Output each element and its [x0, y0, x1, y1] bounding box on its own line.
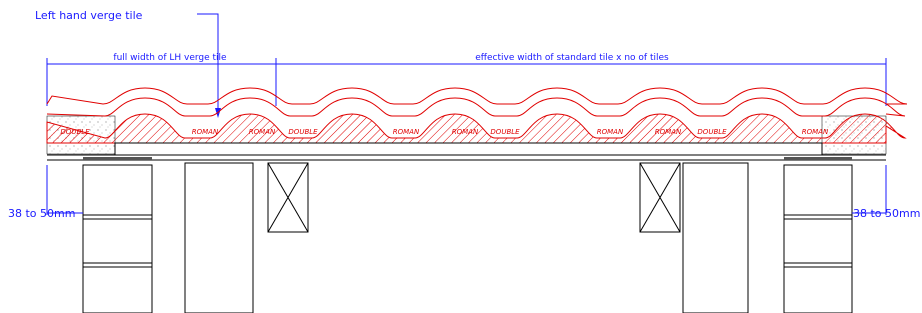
tile-label: ROMAN — [192, 128, 219, 136]
full-width-label: full width of LH verge tile — [113, 53, 227, 63]
gap-right-label: 38 to 50mm — [853, 207, 920, 220]
wall-left — [83, 165, 152, 313]
tile-label: ROMAN — [452, 128, 479, 136]
purlin-right — [640, 163, 680, 232]
leader-line — [197, 14, 218, 116]
batten — [115, 143, 822, 155]
tile-label: DOUBLE — [288, 128, 318, 136]
dpc — [784, 157, 852, 160]
effective-width-label: effective width of standard tile x no of… — [475, 53, 669, 63]
post — [185, 163, 253, 313]
tile-label: ROMAN — [249, 128, 276, 136]
tile-label: DOUBLE — [697, 128, 727, 136]
post — [683, 163, 748, 313]
tile-label: DOUBLE — [490, 128, 520, 136]
tile-label: ROMAN — [597, 128, 624, 136]
tile-label: ROMAN — [802, 128, 829, 136]
tile-label: ROMAN — [655, 128, 682, 136]
tile-label: ROMAN — [393, 128, 420, 136]
purlin-left — [268, 163, 308, 232]
roof-verge-diagram: Left hand verge tile full width of LH ve… — [0, 0, 922, 313]
dpc — [83, 157, 152, 160]
tile-label: DOUBLE — [60, 128, 90, 136]
leader-arrow — [215, 108, 221, 118]
verge-tile-label: Left hand verge tile — [35, 9, 143, 22]
gap-left-label: 38 to 50mm — [8, 207, 75, 220]
wall-right — [784, 165, 852, 313]
tile-outline — [47, 98, 905, 116]
